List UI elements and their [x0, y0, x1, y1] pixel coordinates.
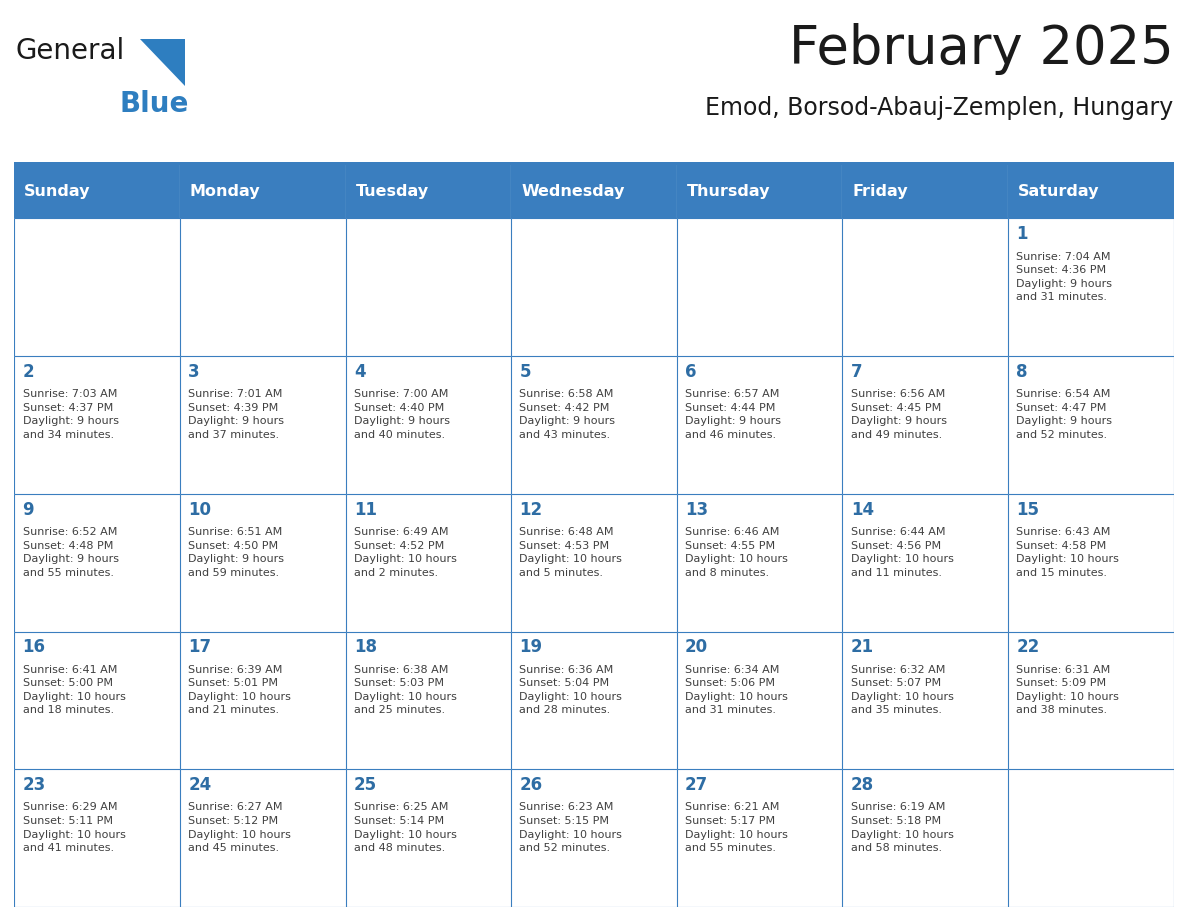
Text: Sunrise: 6:38 AM
Sunset: 5:03 PM
Daylight: 10 hours
and 25 minutes.: Sunrise: 6:38 AM Sunset: 5:03 PM Dayligh…	[354, 665, 456, 715]
Text: Sunrise: 6:56 AM
Sunset: 4:45 PM
Daylight: 9 hours
and 49 minutes.: Sunrise: 6:56 AM Sunset: 4:45 PM Dayligh…	[851, 389, 947, 440]
Text: General: General	[15, 37, 125, 65]
Text: 16: 16	[23, 639, 45, 656]
Text: 21: 21	[851, 639, 874, 656]
Text: Sunday: Sunday	[24, 185, 90, 199]
Text: 10: 10	[188, 501, 211, 519]
Text: Sunrise: 6:36 AM
Sunset: 5:04 PM
Daylight: 10 hours
and 28 minutes.: Sunrise: 6:36 AM Sunset: 5:04 PM Dayligh…	[519, 665, 623, 715]
Text: Thursday: Thursday	[687, 185, 770, 199]
Text: 13: 13	[685, 501, 708, 519]
Text: 28: 28	[851, 776, 874, 794]
Text: 11: 11	[354, 501, 377, 519]
Text: Sunrise: 6:41 AM
Sunset: 5:00 PM
Daylight: 10 hours
and 18 minutes.: Sunrise: 6:41 AM Sunset: 5:00 PM Dayligh…	[23, 665, 126, 715]
Text: Sunrise: 7:03 AM
Sunset: 4:37 PM
Daylight: 9 hours
and 34 minutes.: Sunrise: 7:03 AM Sunset: 4:37 PM Dayligh…	[23, 389, 119, 440]
Text: 17: 17	[188, 639, 211, 656]
Text: Sunrise: 7:04 AM
Sunset: 4:36 PM
Daylight: 9 hours
and 31 minutes.: Sunrise: 7:04 AM Sunset: 4:36 PM Dayligh…	[1017, 252, 1112, 302]
Text: Sunrise: 6:31 AM
Sunset: 5:09 PM
Daylight: 10 hours
and 38 minutes.: Sunrise: 6:31 AM Sunset: 5:09 PM Dayligh…	[1017, 665, 1119, 715]
Text: Sunrise: 6:25 AM
Sunset: 5:14 PM
Daylight: 10 hours
and 48 minutes.: Sunrise: 6:25 AM Sunset: 5:14 PM Dayligh…	[354, 802, 456, 853]
Text: 14: 14	[851, 501, 874, 519]
Text: 4: 4	[354, 364, 366, 381]
Text: Sunrise: 6:29 AM
Sunset: 5:11 PM
Daylight: 10 hours
and 41 minutes.: Sunrise: 6:29 AM Sunset: 5:11 PM Dayligh…	[23, 802, 126, 853]
Text: Saturday: Saturday	[1018, 185, 1100, 199]
Text: Sunrise: 6:49 AM
Sunset: 4:52 PM
Daylight: 10 hours
and 2 minutes.: Sunrise: 6:49 AM Sunset: 4:52 PM Dayligh…	[354, 527, 456, 577]
Text: 7: 7	[851, 364, 862, 381]
Text: 26: 26	[519, 776, 543, 794]
Text: 20: 20	[685, 639, 708, 656]
Text: Sunrise: 6:23 AM
Sunset: 5:15 PM
Daylight: 10 hours
and 52 minutes.: Sunrise: 6:23 AM Sunset: 5:15 PM Dayligh…	[519, 802, 623, 853]
Text: 5: 5	[519, 364, 531, 381]
Text: Sunrise: 6:39 AM
Sunset: 5:01 PM
Daylight: 10 hours
and 21 minutes.: Sunrise: 6:39 AM Sunset: 5:01 PM Dayligh…	[188, 665, 291, 715]
Text: 9: 9	[23, 501, 34, 519]
Text: Wednesday: Wednesday	[522, 185, 625, 199]
Text: 6: 6	[685, 364, 696, 381]
Text: Sunrise: 6:21 AM
Sunset: 5:17 PM
Daylight: 10 hours
and 55 minutes.: Sunrise: 6:21 AM Sunset: 5:17 PM Dayligh…	[685, 802, 788, 853]
Text: 19: 19	[519, 639, 543, 656]
Text: Sunrise: 6:19 AM
Sunset: 5:18 PM
Daylight: 10 hours
and 58 minutes.: Sunrise: 6:19 AM Sunset: 5:18 PM Dayligh…	[851, 802, 954, 853]
Text: Sunrise: 6:51 AM
Sunset: 4:50 PM
Daylight: 9 hours
and 59 minutes.: Sunrise: 6:51 AM Sunset: 4:50 PM Dayligh…	[188, 527, 284, 577]
Text: 25: 25	[354, 776, 377, 794]
Text: 24: 24	[188, 776, 211, 794]
Text: 18: 18	[354, 639, 377, 656]
Text: Sunrise: 6:52 AM
Sunset: 4:48 PM
Daylight: 9 hours
and 55 minutes.: Sunrise: 6:52 AM Sunset: 4:48 PM Dayligh…	[23, 527, 119, 577]
Text: 15: 15	[1017, 501, 1040, 519]
Text: Sunrise: 6:46 AM
Sunset: 4:55 PM
Daylight: 10 hours
and 8 minutes.: Sunrise: 6:46 AM Sunset: 4:55 PM Dayligh…	[685, 527, 788, 577]
Text: Monday: Monday	[190, 185, 260, 199]
Text: Blue: Blue	[120, 90, 189, 118]
Text: Sunrise: 6:32 AM
Sunset: 5:07 PM
Daylight: 10 hours
and 35 minutes.: Sunrise: 6:32 AM Sunset: 5:07 PM Dayligh…	[851, 665, 954, 715]
Text: 8: 8	[1017, 364, 1028, 381]
Text: Friday: Friday	[853, 185, 908, 199]
Text: Sunrise: 6:44 AM
Sunset: 4:56 PM
Daylight: 10 hours
and 11 minutes.: Sunrise: 6:44 AM Sunset: 4:56 PM Dayligh…	[851, 527, 954, 577]
Text: Sunrise: 7:01 AM
Sunset: 4:39 PM
Daylight: 9 hours
and 37 minutes.: Sunrise: 7:01 AM Sunset: 4:39 PM Dayligh…	[188, 389, 284, 440]
Text: Emod, Borsod-Abauj-Zemplen, Hungary: Emod, Borsod-Abauj-Zemplen, Hungary	[706, 96, 1174, 120]
Text: Sunrise: 7:00 AM
Sunset: 4:40 PM
Daylight: 9 hours
and 40 minutes.: Sunrise: 7:00 AM Sunset: 4:40 PM Dayligh…	[354, 389, 450, 440]
Text: 1: 1	[1017, 226, 1028, 243]
Text: 27: 27	[685, 776, 708, 794]
Text: Sunrise: 6:27 AM
Sunset: 5:12 PM
Daylight: 10 hours
and 45 minutes.: Sunrise: 6:27 AM Sunset: 5:12 PM Dayligh…	[188, 802, 291, 853]
Text: 12: 12	[519, 501, 543, 519]
Text: Sunrise: 6:54 AM
Sunset: 4:47 PM
Daylight: 9 hours
and 52 minutes.: Sunrise: 6:54 AM Sunset: 4:47 PM Dayligh…	[1017, 389, 1112, 440]
Text: 2: 2	[23, 364, 34, 381]
Text: 23: 23	[23, 776, 46, 794]
Text: 22: 22	[1017, 639, 1040, 656]
Polygon shape	[140, 39, 185, 86]
Text: Sunrise: 6:43 AM
Sunset: 4:58 PM
Daylight: 10 hours
and 15 minutes.: Sunrise: 6:43 AM Sunset: 4:58 PM Dayligh…	[1017, 527, 1119, 577]
Text: 3: 3	[188, 364, 200, 381]
Text: Sunrise: 6:48 AM
Sunset: 4:53 PM
Daylight: 10 hours
and 5 minutes.: Sunrise: 6:48 AM Sunset: 4:53 PM Dayligh…	[519, 527, 623, 577]
Text: Sunrise: 6:58 AM
Sunset: 4:42 PM
Daylight: 9 hours
and 43 minutes.: Sunrise: 6:58 AM Sunset: 4:42 PM Dayligh…	[519, 389, 615, 440]
Text: February 2025: February 2025	[789, 23, 1174, 75]
Text: Tuesday: Tuesday	[355, 185, 429, 199]
Text: Sunrise: 6:57 AM
Sunset: 4:44 PM
Daylight: 9 hours
and 46 minutes.: Sunrise: 6:57 AM Sunset: 4:44 PM Dayligh…	[685, 389, 781, 440]
Text: Sunrise: 6:34 AM
Sunset: 5:06 PM
Daylight: 10 hours
and 31 minutes.: Sunrise: 6:34 AM Sunset: 5:06 PM Dayligh…	[685, 665, 788, 715]
